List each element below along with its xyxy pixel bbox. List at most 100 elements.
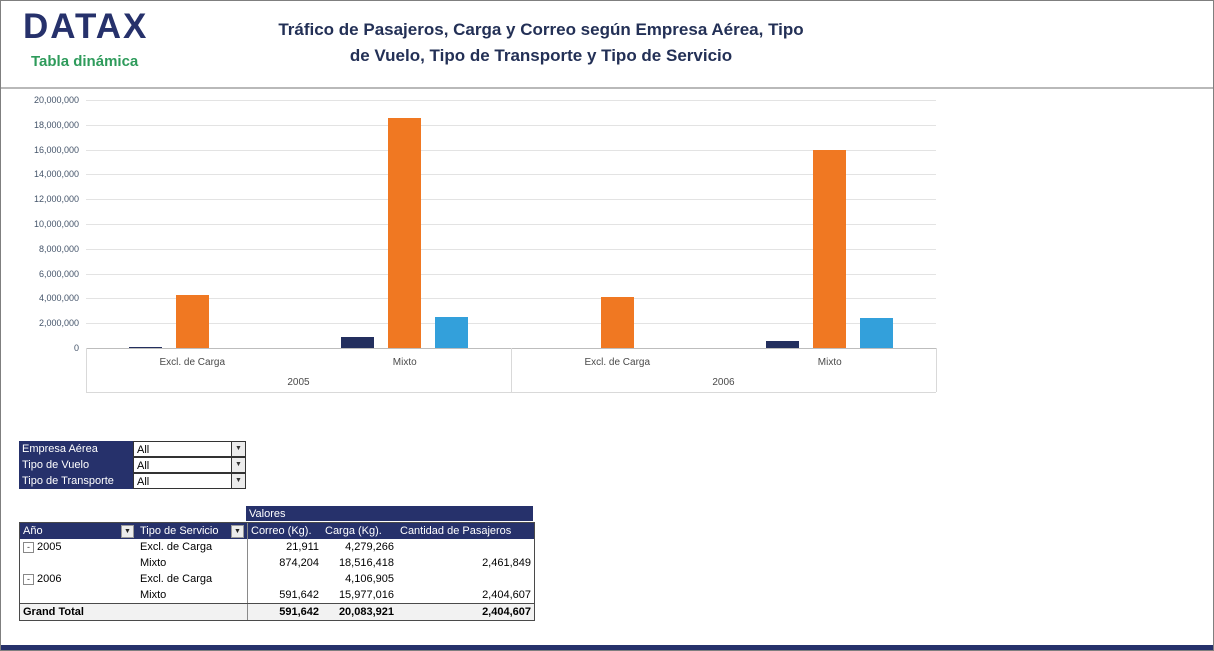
pasajeros-cell	[397, 571, 534, 587]
pivot-grid: Año ▼ Tipo de Servicio ▼ Correo (Kg). Carga (…	[19, 522, 535, 621]
pasajeros-cell: 2,461,849	[482, 557, 531, 569]
pivot-col-header: Cantidad de Pasajeros	[397, 523, 534, 539]
chevron-down-icon: ▼	[235, 445, 242, 452]
filter-dropdown-button[interactable]: ▼	[231, 473, 246, 489]
filter-row: Tipo de Vuelo All ▼	[19, 457, 246, 473]
collapse-button[interactable]: -	[23, 574, 34, 585]
header: DATAX Tabla dinámica Tráfico de Pasajero…	[1, 1, 1213, 89]
year-label: 2005	[287, 377, 310, 388]
year-label: 2006	[712, 377, 735, 388]
grand-total-carga: 20,083,921	[338, 606, 394, 618]
gridline	[86, 100, 936, 101]
carga-cell: 4,279,266	[345, 541, 394, 553]
grand-total-pasajeros: 2,404,607	[482, 606, 531, 618]
values-header: Valores	[246, 506, 533, 522]
pivot-col-label: Año	[23, 525, 43, 537]
category-label: Excl. de Carga	[159, 357, 226, 368]
pivot-data-row: Mixto 874,204 18,516,418 2,461,849	[20, 555, 534, 571]
filter-row: Empresa Aérea All ▼	[19, 441, 246, 457]
year-label: 2006	[37, 573, 62, 585]
pivot-col-header: Correo (Kg).	[247, 523, 322, 539]
gridline	[86, 248, 936, 250]
grand-total-row: Grand Total 591,642 20,083,921 2,404,607	[20, 603, 534, 620]
filter-row: Tipo de Transporte All ▼	[19, 473, 246, 489]
gridline	[86, 149, 936, 151]
carga-cell: 15,977,016	[338, 589, 394, 601]
chevron-down-icon: ▼	[235, 461, 242, 468]
page-title-line2: de Vuelo, Tipo de Transporte y Tipo de S…	[349, 46, 733, 65]
service-cell: Mixto	[140, 557, 167, 569]
pivot-data-row: -2005 Excl. de Carga 21,911 4,279,266	[20, 539, 534, 555]
filter-dropdown-button[interactable]: ▼	[231, 441, 246, 457]
bar-pasajeros	[435, 317, 469, 348]
pivot-data-row: -2006 Excl. de Carga 4,106,905	[20, 571, 534, 587]
year-cell	[20, 587, 137, 603]
gridline	[86, 199, 936, 201]
correo-cell	[247, 571, 322, 587]
logo-subtitle: Tabla dinámica	[31, 53, 139, 70]
category-label: Mixto	[817, 357, 842, 368]
chevron-down-icon: ▼	[235, 477, 242, 484]
pivot-col-header: Año ▼	[20, 523, 137, 539]
filter-label: Empresa Aérea	[19, 441, 133, 457]
pivot-body: -2005 Excl. de Carga 21,911 4,279,266 Mixto 8…	[20, 539, 534, 603]
y-axis-tick-label: 18,000,000	[33, 119, 79, 130]
gridline	[86, 224, 936, 225]
gridline	[86, 273, 936, 275]
bar-carga	[600, 297, 634, 348]
pivot-col-label: Cantidad de Pasajeros	[400, 525, 512, 537]
collapse-button[interactable]: -	[23, 542, 34, 553]
correo-cell: 874,204	[247, 555, 322, 571]
category-separator	[86, 348, 87, 392]
filter-value-box[interactable]: All	[133, 441, 231, 457]
header-filter-dropdown-button[interactable]: ▼	[231, 524, 244, 538]
y-axis-tick-label: 2,000,000	[38, 318, 79, 329]
filter-panel: Empresa Aérea All ▼ Tipo de Vuelo All ▼ Tipo d…	[19, 441, 246, 489]
bar-carga	[175, 294, 209, 348]
page-title-line1: Tráfico de Pasajeros, Carga y Correo seg…	[278, 20, 804, 39]
pivot-col-label: Correo (Kg).	[251, 525, 312, 537]
chart: 20,000,000 18,000,000 16,000,000 14,000,000…	[1, 93, 961, 403]
gridline	[86, 174, 936, 176]
category-separator	[511, 348, 512, 392]
bar-pasajeros	[860, 318, 894, 348]
carga-cell: 18,516,418	[338, 557, 394, 569]
pasajeros-cell	[397, 539, 534, 555]
filter-value-box[interactable]: All	[133, 457, 231, 473]
pivot-col-header: Tipo de Servicio ▼	[137, 523, 247, 539]
grand-total-spacer	[137, 604, 247, 620]
bar-correo	[341, 337, 375, 348]
chevron-down-icon: ▼	[124, 527, 131, 535]
chevron-down-icon: ▼	[234, 527, 241, 535]
header-filter-dropdown-button[interactable]: ▼	[121, 524, 134, 538]
y-axis-tick-label: 6,000,000	[38, 268, 79, 279]
y-axis-tick-label: 4,000,000	[38, 293, 79, 304]
gridline	[86, 323, 936, 325]
filter-dropdown-button[interactable]: ▼	[231, 457, 246, 473]
y-axis-tick-label: 0	[73, 343, 79, 353]
year-cell: -2005	[20, 539, 137, 555]
y-axis-tick-label: 14,000,000	[33, 169, 79, 180]
y-axis-tick-label: 12,000,000	[33, 194, 79, 205]
year-cell	[20, 555, 137, 571]
y-axis-tick-label: 8,000,000	[38, 243, 79, 254]
category-label: Mixto	[392, 357, 417, 368]
service-cell: Excl. de Carga	[140, 573, 213, 585]
bar-correo	[766, 340, 800, 348]
filter-label: Tipo de Transporte	[19, 473, 133, 489]
y-axis-tick-label: 10,000,000	[33, 219, 79, 229]
y-axis-tick-label: 16,000,000	[33, 144, 79, 155]
bar-carga	[813, 149, 847, 348]
grand-total-correo: 591,642	[247, 604, 322, 620]
pivot-table: Valores Año ▼ Tipo de Servicio ▼ Correo (Kg)…	[19, 506, 535, 621]
pivot-values-spacer	[19, 506, 246, 522]
pivot-values-row: Valores	[19, 506, 535, 522]
year-label: 2005	[37, 541, 62, 553]
bottom-accent-bar	[1, 645, 1213, 650]
pasajeros-cell: 2,404,607	[482, 589, 531, 601]
filter-label: Tipo de Vuelo	[19, 457, 133, 473]
pivot-data-row: Mixto 591,642 15,977,016 2,404,607	[20, 587, 534, 603]
correo-cell: 591,642	[247, 587, 322, 603]
filter-value-box[interactable]: All	[133, 473, 231, 489]
